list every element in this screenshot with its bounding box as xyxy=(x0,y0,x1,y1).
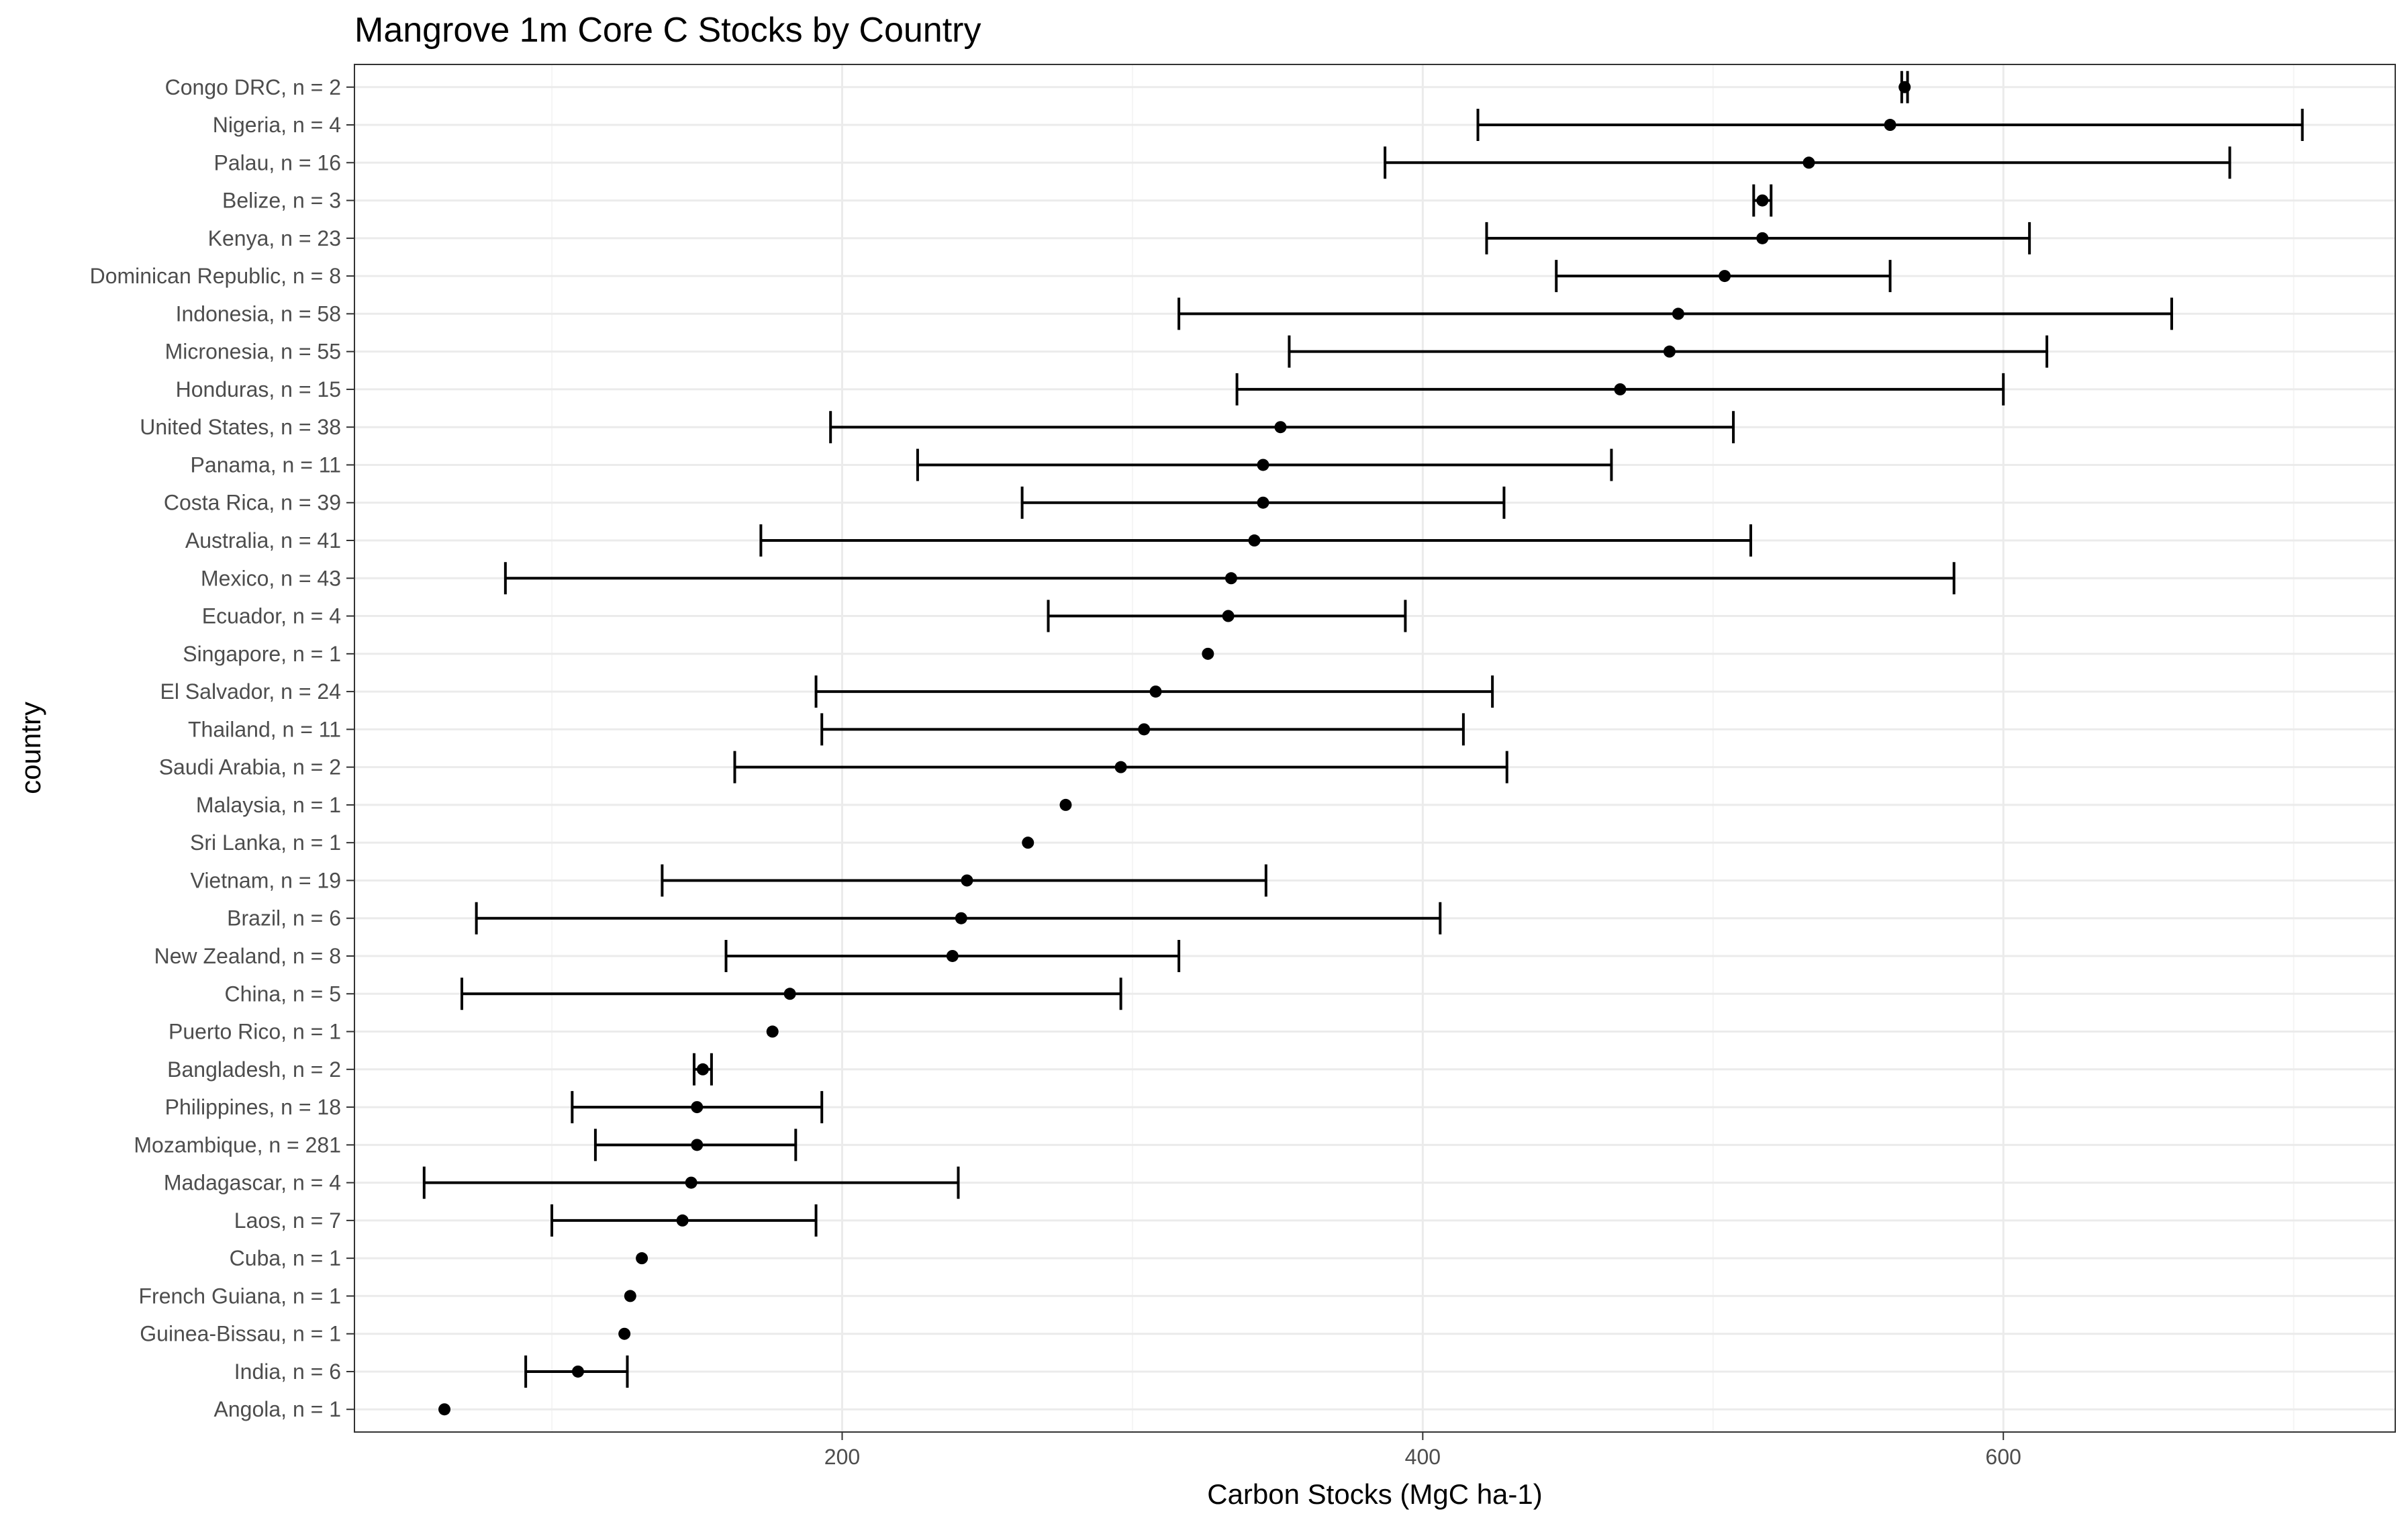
y-tick-label: Kenya, n = 23 xyxy=(208,226,341,250)
x-tick-label: 200 xyxy=(824,1445,860,1469)
data-point xyxy=(1898,81,1911,93)
y-tick-label: French Guiana, n = 1 xyxy=(138,1284,341,1308)
x-tick-label: 400 xyxy=(1405,1445,1441,1469)
data-point xyxy=(696,1063,709,1076)
y-tick-label: Ecuador, n = 4 xyxy=(202,604,341,628)
data-point xyxy=(1802,156,1815,169)
data-point xyxy=(1138,723,1151,736)
data-point xyxy=(1202,647,1214,660)
data-point xyxy=(766,1025,779,1038)
y-tick-label: Brazil, n = 6 xyxy=(227,906,341,931)
y-tick-label: India, n = 6 xyxy=(234,1360,341,1384)
data-point xyxy=(1614,383,1627,395)
data-point xyxy=(691,1139,704,1151)
x-tick-label: 600 xyxy=(1986,1445,2021,1469)
x-axis-ticks: 200 400 600 xyxy=(824,1432,2021,1469)
data-point xyxy=(676,1214,689,1227)
y-tick-label: Mozambique, n = 281 xyxy=(134,1133,341,1157)
data-point xyxy=(1248,534,1261,547)
data-point xyxy=(618,1327,631,1340)
y-tick-label: Guinea-Bissau, n = 1 xyxy=(140,1322,341,1346)
data-point xyxy=(1149,685,1162,698)
y-axis-title: country xyxy=(15,702,46,794)
y-tick-label: Laos, n = 7 xyxy=(234,1208,341,1233)
data-point xyxy=(1224,572,1237,585)
y-tick-label: China, n = 5 xyxy=(225,982,341,1006)
data-point xyxy=(1257,496,1269,509)
y-tick-label: Singapore, n = 1 xyxy=(183,642,341,666)
x-axis-title: Carbon Stocks (MgC ha-1) xyxy=(1207,1478,1543,1510)
data-point xyxy=(685,1176,697,1189)
data-point xyxy=(1257,459,1269,471)
data-point xyxy=(1222,610,1235,622)
data-point xyxy=(783,988,796,1000)
y-tick-label: Madagascar, n = 4 xyxy=(164,1171,341,1195)
data-point xyxy=(1884,119,1896,132)
data-point xyxy=(1274,421,1287,434)
y-axis-ticks: Congo DRC, n = 2 Nigeria, n = 4 Palau, n =… xyxy=(90,75,354,1421)
y-tick-label: Mexico, n = 43 xyxy=(201,566,341,590)
y-tick-label: Philippines, n = 18 xyxy=(165,1095,341,1119)
y-tick-label: Vietnam, n = 19 xyxy=(191,868,341,892)
y-tick-label: Angola, n = 1 xyxy=(214,1397,341,1421)
data-point xyxy=(961,874,973,887)
data-points xyxy=(438,81,1911,1416)
y-tick-label: Sri Lanka, n = 1 xyxy=(190,830,341,855)
data-point xyxy=(1059,798,1072,811)
y-tick-label: El Salvador, n = 24 xyxy=(160,679,341,704)
y-tick-label: Belize, n = 3 xyxy=(222,189,341,213)
panel-border xyxy=(354,64,2396,1433)
data-point xyxy=(955,912,967,924)
data-point xyxy=(438,1403,451,1416)
data-point xyxy=(691,1101,704,1114)
y-tick-label: Honduras, n = 15 xyxy=(176,377,341,401)
chart-title: Mangrove 1m Core C Stocks by Country xyxy=(354,11,981,50)
y-tick-label: Costa Rica, n = 39 xyxy=(164,491,341,515)
y-tick-label: New Zealand, n = 8 xyxy=(154,944,341,968)
data-point xyxy=(1022,837,1034,849)
data-point xyxy=(1114,761,1127,773)
y-tick-label: Saudi Arabia, n = 2 xyxy=(159,755,341,779)
y-tick-label: Bangladesh, n = 2 xyxy=(167,1057,341,1082)
y-tick-label: Nigeria, n = 4 xyxy=(213,113,341,137)
y-tick-label: Palau, n = 16 xyxy=(214,150,341,175)
y-tick-label: Cuba, n = 1 xyxy=(230,1246,341,1270)
y-tick-label: Thailand, n = 11 xyxy=(188,717,341,741)
data-point xyxy=(636,1252,648,1265)
y-tick-label: Malaysia, n = 1 xyxy=(196,793,341,817)
y-tick-label: Puerto Rico, n = 1 xyxy=(168,1020,341,1044)
data-point xyxy=(624,1290,636,1302)
y-tick-label: Indonesia, n = 58 xyxy=(176,301,341,326)
data-point xyxy=(1672,307,1684,320)
data-point xyxy=(1756,232,1769,244)
data-point xyxy=(946,949,959,962)
plot-panel xyxy=(354,64,2395,1432)
y-tick-label: Congo DRC, n = 2 xyxy=(165,75,341,99)
y-tick-label: Micronesia, n = 55 xyxy=(165,340,341,364)
data-point xyxy=(1663,345,1676,358)
y-tick-label: Dominican Republic, n = 8 xyxy=(90,264,341,288)
data-point xyxy=(571,1365,584,1378)
y-tick-label: Panama, n = 11 xyxy=(191,453,341,477)
data-point xyxy=(1719,270,1731,283)
y-tick-label: United States, n = 38 xyxy=(140,415,341,439)
y-tick-label: Australia, n = 41 xyxy=(185,528,341,553)
data-point xyxy=(1756,194,1769,207)
